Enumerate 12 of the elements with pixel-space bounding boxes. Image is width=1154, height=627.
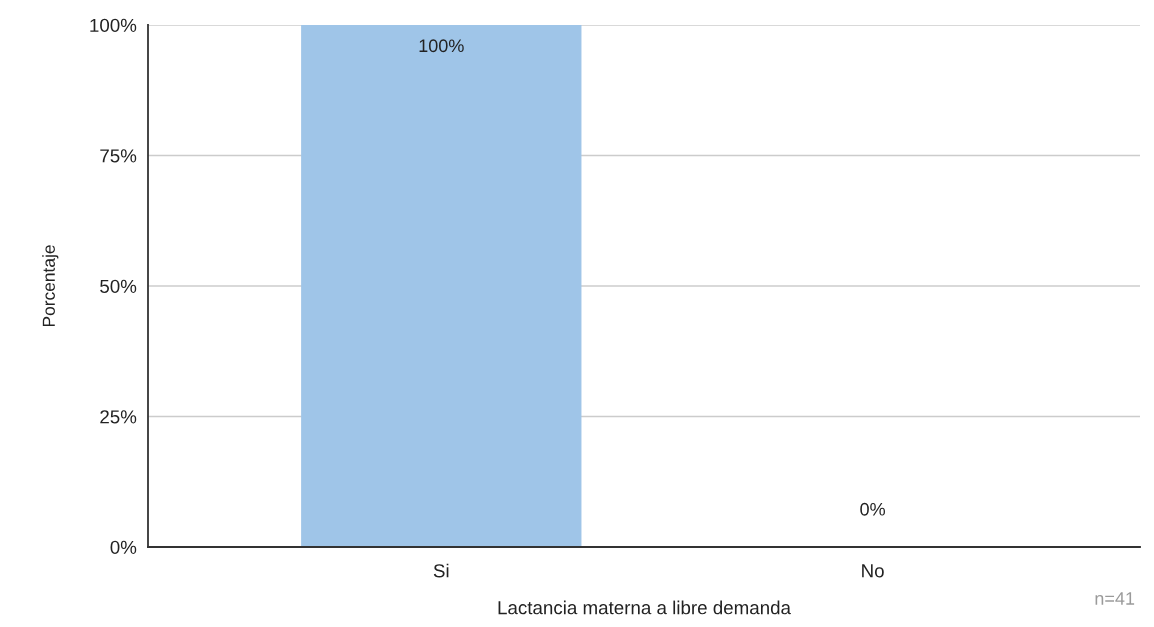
y-tick-label: 100% [90, 18, 137, 32]
y-tick-label: 75% [100, 149, 137, 163]
data-label: 100% [419, 39, 464, 53]
y-tick-label: 25% [100, 410, 137, 424]
y-tick-label: 50% [100, 279, 137, 293]
y-tick-label: 0% [110, 540, 137, 554]
data-label: 0% [860, 502, 885, 516]
x-tick-label: Si [433, 563, 449, 578]
y-axis-title: Porcentaje [42, 245, 59, 327]
x-axis-title: Lactancia materna a libre demanda [498, 600, 791, 615]
x-tick-label: No [862, 564, 884, 578]
text: n=41 [1095, 592, 1135, 605]
